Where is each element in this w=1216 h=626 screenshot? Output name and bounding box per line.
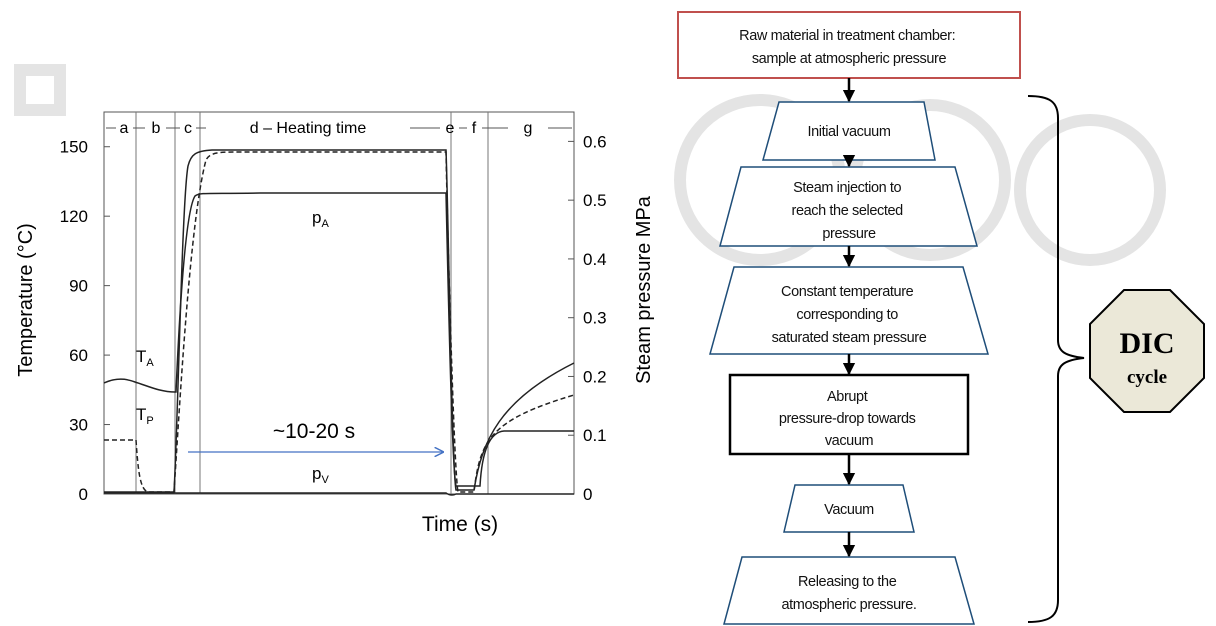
step-initial-vacuum-box (762, 101, 936, 161)
right-axis-ticks: 0 0.1 0.2 0.3 0.4 0.5 0.6 (568, 132, 607, 504)
step-vacuum-text: Vacuum (824, 502, 874, 518)
process-chart: 0 30 60 90 120 150 0 0.1 0.2 0.3 0.4 0.5 0.6 Temper… (15, 111, 655, 536)
left-axis-tick-label: 90 (69, 277, 88, 296)
step-pressure-drop-text: Abrupt pressure-drop towards vacuum (779, 389, 919, 449)
left-axis-tick-label: 30 (69, 416, 88, 435)
step-raw-material-text: Raw material in treatment chamber: sampl… (739, 28, 959, 67)
chart-curves (103, 149, 575, 496)
y-axis-right-label: Steam pressure MPa (633, 195, 655, 384)
phase-label-a: a (120, 120, 129, 137)
right-axis-tick-label: 0 (583, 485, 592, 504)
step-releasing-box (723, 556, 975, 625)
right-axis-tick-label: 0.6 (583, 132, 607, 151)
step-vacuum-box (783, 484, 915, 533)
curve-label-pV: pV (312, 464, 329, 486)
dic-cycle-badge (1089, 289, 1205, 413)
left-axis-ticks: 0 30 60 90 120 150 (60, 138, 110, 504)
x-axis-label: Time (s) (422, 513, 498, 536)
curve-pA (103, 192, 574, 487)
duration-label: ~10-20 s (273, 420, 355, 443)
left-axis-tick-label: 150 (60, 138, 88, 157)
dic-cycle-badge-title: DIC (1119, 327, 1174, 360)
phase-labels: a b c d – Heating time e f g (120, 120, 533, 137)
step-steam-injection-text: Steam injection to reach the selected pr… (792, 180, 907, 242)
background-watermark (14, 64, 1166, 266)
left-axis-tick-label: 0 (79, 485, 88, 504)
curve-label-TP: TP (136, 405, 154, 427)
phase-label-b: b (152, 120, 161, 137)
cycle-brace (1027, 95, 1085, 623)
step-raw-material-box (677, 11, 1021, 79)
phase-separators (135, 112, 489, 494)
step-releasing-text: Releasing to the atmospheric pressure. (781, 574, 916, 613)
step-steam-injection-box (719, 166, 978, 247)
step-constant-temperature-box (709, 266, 989, 355)
dic-flowchart: Raw material in treatment chamber: sampl… (677, 11, 1205, 625)
curve-label-TA: TA (136, 347, 154, 369)
right-axis-tick-label: 0.3 (583, 309, 607, 328)
curve-label-pA: pA (312, 208, 329, 230)
step-initial-vacuum-text: Initial vacuum (807, 124, 890, 140)
phase-label-g: g (524, 120, 533, 137)
left-axis-tick-label: 120 (60, 207, 88, 226)
curve-pV (104, 492, 574, 496)
chart-plot-area (103, 111, 575, 495)
step-constant-temperature-text: Constant temperature corresponding to sa… (772, 284, 927, 346)
left-axis-tick-label: 60 (69, 346, 88, 365)
phase-label-c: c (184, 120, 192, 137)
phase-label-f: f (472, 120, 477, 137)
phase-label-e: e (446, 120, 455, 137)
right-axis-tick-label: 0.2 (583, 367, 607, 386)
dic-cycle-badge-subtitle: cycle (1127, 367, 1167, 388)
right-axis-tick-label: 0.4 (583, 250, 607, 269)
right-axis-tick-label: 0.1 (583, 426, 607, 445)
right-axis-tick-label: 0.5 (583, 191, 607, 210)
y-axis-left-label: Temperature (°C) (15, 223, 37, 377)
phase-label-d: d – Heating time (250, 120, 367, 137)
